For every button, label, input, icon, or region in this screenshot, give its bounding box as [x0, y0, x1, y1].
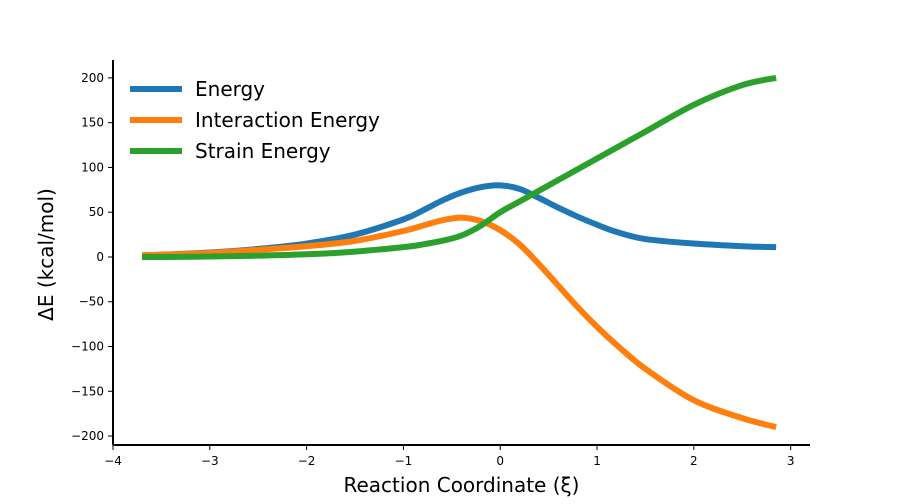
y-tick-label: −50	[79, 295, 104, 309]
legend-label: Energy	[195, 77, 265, 101]
x-tick-label: −4	[104, 454, 122, 468]
y-tick-label: −100	[71, 340, 104, 354]
y-tick-label: −150	[71, 384, 104, 398]
x-tick-label: −3	[201, 454, 219, 468]
y-tick-label: −200	[71, 429, 104, 443]
legend-label: Interaction Energy	[195, 108, 380, 132]
series-layer	[141, 74, 777, 430]
legend: Energy Interaction Energy Strain Energy	[130, 77, 380, 163]
y-tick-label: 50	[89, 205, 104, 219]
x-ticks: −4 −3 −2 −1 0 1 2 3	[104, 445, 794, 468]
x-tick-label: 2	[690, 454, 698, 468]
x-tick-label: 3	[787, 454, 795, 468]
y-tick-label: 0	[96, 250, 104, 264]
y-tick-label: 100	[81, 160, 104, 174]
x-axis-label: Reaction Coordinate (ξ)	[344, 473, 580, 497]
legend-label: Strain Energy	[195, 139, 331, 163]
y-tick-label: 200	[81, 71, 104, 85]
x-tick-label: −2	[298, 454, 316, 468]
y-axis-label: ΔE (kcal/mol)	[34, 188, 58, 321]
x-tick-label: −1	[395, 454, 413, 468]
x-tick-label: 0	[496, 454, 504, 468]
y-ticks: −200 −150 −100 −50 0 50 100 150 200	[71, 71, 113, 443]
y-tick-label: 150	[81, 116, 104, 130]
x-tick-label: 1	[593, 454, 601, 468]
series-line-strain-energy	[142, 74, 777, 261]
series-line-interaction-energy	[141, 214, 777, 430]
